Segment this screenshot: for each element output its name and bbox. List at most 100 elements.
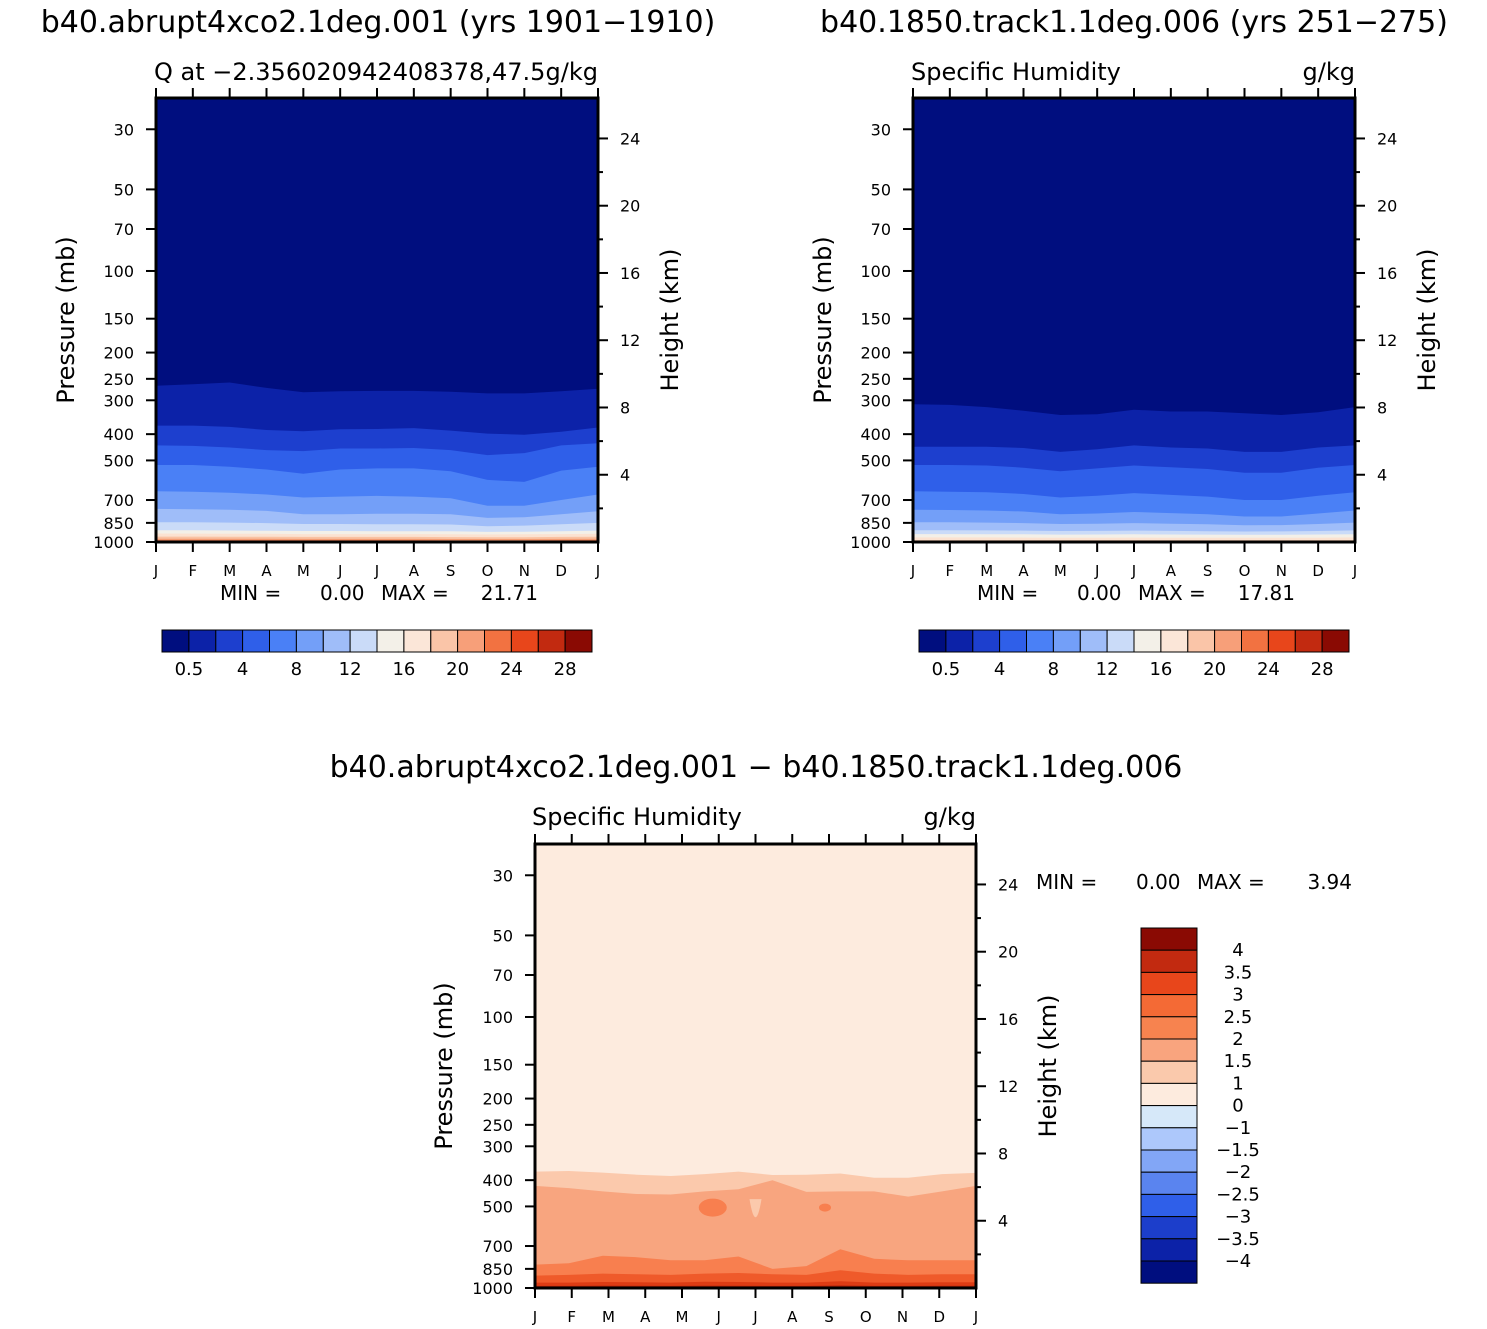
panel3-run-title: b40.abrupt4xco2.1deg.001 − b40.1850.trac… [330,750,1183,785]
colorbar-label: −3.5 [1216,1229,1260,1250]
x-tick-label: J [532,1308,537,1326]
panel2-title-left: Specific Humidity [911,58,1121,86]
colorbar-label: 0 [1232,1096,1243,1117]
panel1-max-value: 21.71 [481,581,538,605]
y-right-tick-label: 24 [1377,129,1397,148]
y-tick-label: 50 [114,180,134,199]
y-tick-label: 70 [493,966,513,985]
colorbar-swatch [376,629,405,653]
panel1-contour-field [156,98,598,542]
colorbar-label: 4 [994,659,1005,680]
y-right-tick-label: 16 [998,1010,1018,1029]
colorbar-label: −1 [1225,1118,1252,1139]
y-right-tick-label: 4 [998,1212,1008,1231]
colorbar-swatch [1321,629,1350,653]
y-right-tick-label: 8 [620,398,630,417]
colorbar-label: 3 [1232,985,1243,1006]
x-tick-label: M [602,1308,615,1326]
colorbar-swatch [1160,629,1189,653]
colorbar-label: 20 [1203,659,1226,680]
colorbar-swatch [215,629,244,653]
x-tick-label: N [1276,562,1287,580]
panel3-ylabel-right: Height (km) [1034,995,1062,1138]
x-tick-label: S [824,1308,834,1326]
panel1-colorbar: 0.5 4 8 12 16 20 24 28 [161,629,593,680]
colorbar-swatch [564,629,593,653]
y-right-tick-label: 16 [620,264,640,283]
contour-notch [749,1199,762,1218]
y-tick-label: 850 [103,514,134,533]
x-tick-label: M [297,562,310,580]
y-tick-label: 1000 [93,533,134,552]
x-tick-label: D [933,1308,945,1326]
y-tick-label: 100 [860,262,891,281]
x-tick-label: A [1166,562,1177,580]
colorbar-label: −2.5 [1216,1184,1260,1205]
x-tick-label: A [409,562,420,580]
colorbar-swatch [1133,629,1162,653]
y-tick-label: 400 [482,1171,513,1190]
colorbar-label: 4 [237,659,248,680]
panel3-title-left: Specific Humidity [532,803,742,831]
colorbar-swatch [322,629,351,653]
panel1-run-title: b40.abrupt4xco2.1deg.001 (yrs 1901−1910) [41,5,716,40]
y-tick-label: 200 [860,344,891,363]
colorbar-swatch [295,629,324,653]
x-tick-label: J [374,562,379,580]
panel1-max-label: MAX = [381,581,449,605]
y-right-tick-label: 20 [998,943,1018,962]
colorbar-label: 24 [1257,659,1280,680]
y-tick-label: 30 [493,866,513,885]
colorbar-label: 8 [291,659,302,680]
panel2-title-right: g/kg [1303,58,1355,86]
y-tick-label: 200 [482,1090,513,1109]
colorbar-swatch [1294,629,1323,653]
colorbar-swatch [1106,629,1135,653]
x-tick-label: A [640,1308,651,1326]
panel1-ylabel-left: Pressure (mb) [52,236,80,403]
colorbar-swatch [972,629,1001,653]
colorbar-swatch [430,629,459,653]
colorbar-swatch [1140,927,1198,951]
colorbar-swatch [510,629,539,653]
colorbar-swatch [1140,1193,1198,1218]
colorbar-label: 4 [1232,940,1243,961]
y-tick-label: 250 [482,1116,513,1135]
x-tick-label: S [446,562,456,580]
x-tick-label: J [910,562,915,580]
colorbar-swatch [1026,629,1054,653]
panel3-ylabel-left: Pressure (mb) [430,982,458,1149]
colorbar-swatch [1140,1127,1198,1151]
colorbar-swatch [1214,629,1242,653]
y-tick-label: 50 [493,926,513,945]
x-tick-label: N [519,562,530,580]
colorbar-label: 2.5 [1224,1007,1253,1028]
colorbar-label: −3 [1225,1207,1252,1228]
colorbar-swatch [269,629,297,653]
x-tick-label: J [752,1308,757,1326]
x-tick-label: N [897,1308,908,1326]
colorbar-label: 20 [446,659,469,680]
colorbar-swatch [161,629,190,653]
colorbar-label: −4 [1225,1251,1252,1272]
panel3-contour-field [535,844,976,1288]
colorbar-label: 8 [1048,659,1059,680]
y-right-tick-label: 8 [998,1144,1008,1163]
colorbar-swatch [1267,629,1296,653]
colorbar-swatch [1140,1016,1198,1040]
y-tick-label: 150 [860,310,891,329]
panel3-title-right: g/kg [924,803,976,831]
colorbar-label: 1.5 [1224,1051,1253,1072]
colorbar-swatch [1079,629,1108,653]
x-tick-label: F [946,562,955,580]
y-tick-label: 70 [871,220,891,239]
colorbar-swatch [1140,1238,1198,1262]
colorbar-swatch [242,629,271,653]
y-right-tick-label: 20 [1377,197,1397,216]
colorbar-label: 0.5 [175,659,204,680]
panel3-axes: J F M A M J J A S O N D J 30 50 70 100 150 200 250 300 400 500… [472,834,1018,1326]
x-tick-label: M [980,562,993,580]
y-tick-label: 30 [114,120,134,139]
y-tick-label: 200 [103,344,134,363]
